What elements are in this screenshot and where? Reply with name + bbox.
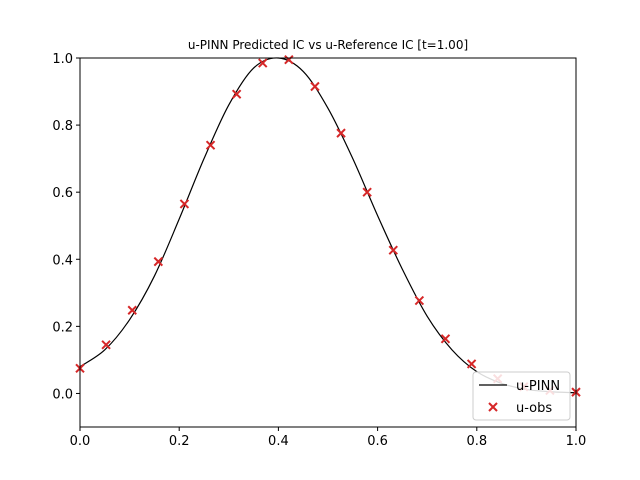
data-point-u-obs xyxy=(466,359,477,369)
data-point-u-obs xyxy=(414,295,425,306)
x-tick-label: 0.4 xyxy=(268,434,289,449)
legend-label-u-obs: u-obs xyxy=(516,401,552,416)
data-point-u-obs xyxy=(153,256,164,267)
legend-box xyxy=(472,371,571,421)
y-tick-label: 0.8 xyxy=(52,119,73,134)
data-point-u-obs xyxy=(205,140,216,150)
data-point-u-obs xyxy=(440,334,451,344)
data-point-u-obs xyxy=(127,305,137,315)
data-point-u-obs xyxy=(336,128,346,138)
x-tick-label: 0.6 xyxy=(367,434,388,449)
x-tick-label: 0.2 xyxy=(169,434,190,449)
series-line-u-pinn xyxy=(79,57,577,394)
y-tick-label: 0.6 xyxy=(52,186,73,201)
data-point-u-obs xyxy=(310,81,320,92)
y-tick-label: 0.0 xyxy=(52,387,73,402)
axes-frame xyxy=(79,57,577,428)
legend-label-u-pinn: u-PINN xyxy=(516,379,560,394)
data-point-u-obs xyxy=(362,187,372,197)
legend-marker-u-obs xyxy=(488,402,498,412)
data-point-u-obs xyxy=(179,199,190,209)
x-tick-label: 1.0 xyxy=(566,434,587,449)
data-point-u-obs xyxy=(284,54,294,65)
data-point-u-obs xyxy=(258,58,268,68)
x-tick-label: 0.0 xyxy=(70,434,91,449)
data-point-u-obs xyxy=(388,245,398,255)
axis-ticks: 0.0 0.2 0.4 0.6 0.8 1.0 0.0 0.2 0.4 0.6 0.8 1.0 xyxy=(52,52,586,449)
data-point-u-obs xyxy=(231,89,242,99)
legend: u-PINN u-obs xyxy=(472,371,571,421)
y-tick-label: 1.0 xyxy=(52,52,73,67)
plot-area xyxy=(75,54,581,397)
y-tick-label: 0.4 xyxy=(52,253,73,268)
y-tick-label: 0.2 xyxy=(52,320,73,335)
data-point-u-obs xyxy=(101,340,111,350)
chart-title: u-PINN Predicted IC vs u-Reference IC [t… xyxy=(188,38,468,52)
x-tick-label: 0.8 xyxy=(466,434,487,449)
